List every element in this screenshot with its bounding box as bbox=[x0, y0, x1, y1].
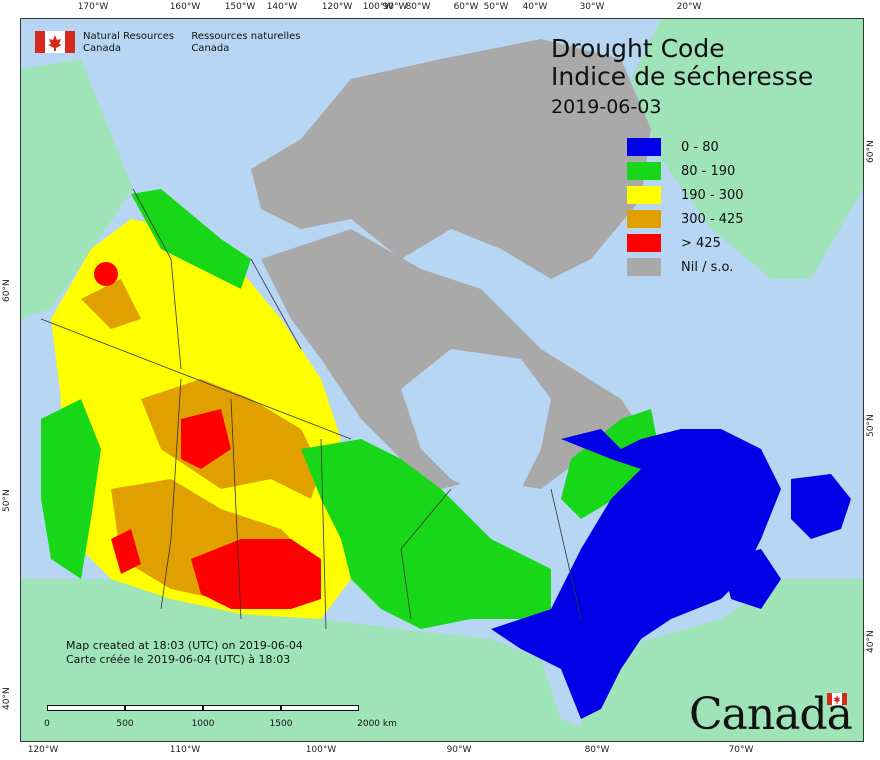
wordmark-flag-icon bbox=[827, 693, 847, 705]
canada-flag-icon bbox=[35, 31, 75, 53]
agency-en-line1: Natural Resources bbox=[83, 31, 175, 42]
alberta-red bbox=[181, 409, 231, 469]
lon-label: 100°W bbox=[305, 745, 337, 755]
legend-label: 190 - 300 bbox=[681, 187, 744, 203]
prairie-red bbox=[191, 539, 321, 609]
lon-label: 50°W bbox=[483, 2, 509, 12]
lon-label: 160°W bbox=[169, 2, 201, 12]
central-green bbox=[301, 439, 551, 629]
agency-header: Natural Resources Canada Ressources natu… bbox=[35, 31, 314, 55]
scale-segment bbox=[281, 705, 359, 711]
lon-label: 70°W bbox=[728, 745, 754, 755]
scale-segment bbox=[203, 705, 281, 711]
lat-label: 40°N bbox=[2, 687, 12, 710]
us-northeast-land bbox=[581, 579, 863, 741]
bc-orange bbox=[81, 279, 141, 329]
hudson-bay bbox=[401, 349, 551, 494]
legend-item: > 425 bbox=[627, 231, 744, 255]
lon-label: 90°W bbox=[382, 2, 408, 12]
agency-en-line2: Canada bbox=[83, 43, 122, 54]
lon-label: 40°W bbox=[522, 2, 548, 12]
province-borders bbox=[40, 188, 582, 630]
legend-item: 190 - 300 bbox=[627, 183, 744, 207]
bc-red bbox=[111, 529, 141, 574]
legend-swatch bbox=[627, 162, 661, 180]
lat-label: 40°N bbox=[866, 630, 876, 653]
scale-label: 500 bbox=[116, 719, 134, 729]
legend: 0 - 80 80 - 190 190 - 300 300 - 425 > 42… bbox=[627, 135, 744, 279]
lon-label: 100°W bbox=[362, 2, 394, 12]
legend-item: 300 - 425 bbox=[627, 207, 744, 231]
scale-label: 0 bbox=[44, 719, 50, 729]
lon-label: 20°W bbox=[676, 2, 702, 12]
map-date: 2019-06-03 bbox=[551, 96, 662, 118]
us-land bbox=[21, 579, 621, 741]
legend-label: 300 - 425 bbox=[681, 211, 744, 227]
lon-label: 90°W bbox=[446, 745, 472, 755]
lon-label: 30°W bbox=[579, 2, 605, 12]
legend-label: 80 - 190 bbox=[681, 163, 736, 179]
arctic-islands bbox=[251, 39, 651, 279]
east-blue bbox=[491, 429, 781, 719]
legend-item: Nil / s.o. bbox=[627, 255, 744, 279]
agency-name: Natural Resources Canada Ressources natu… bbox=[83, 31, 314, 55]
yukon-green bbox=[131, 189, 251, 289]
lon-label: 80°W bbox=[405, 2, 431, 12]
scale-segment bbox=[125, 705, 203, 711]
legend-item: 80 - 190 bbox=[627, 159, 744, 183]
quebec-green bbox=[561, 409, 661, 519]
lat-label: 60°N bbox=[2, 279, 12, 302]
legend-label: > 425 bbox=[681, 235, 721, 251]
newfoundland-blue bbox=[791, 474, 851, 539]
west-orange bbox=[141, 379, 321, 499]
greenland-land bbox=[631, 19, 863, 279]
alaska-land bbox=[21, 59, 133, 319]
credits-fr: Carte créée le 2019-06-04 (UTC) à 18:03 bbox=[66, 653, 291, 666]
lon-label: 120°W bbox=[321, 2, 353, 12]
scale-label: 1500 bbox=[269, 719, 293, 729]
legend-swatch bbox=[627, 258, 661, 276]
title-en: Drought Code bbox=[551, 34, 725, 63]
scale-segment bbox=[47, 705, 125, 711]
legend-label: 0 - 80 bbox=[681, 139, 719, 155]
lon-label: 60°W bbox=[453, 2, 479, 12]
lat-label: 60°N bbox=[866, 140, 876, 163]
title-fr: Indice de sécheresse bbox=[551, 62, 814, 91]
legend-swatch bbox=[627, 210, 661, 228]
lat-label: 50°N bbox=[866, 414, 876, 437]
lon-label: 110°W bbox=[169, 745, 201, 755]
yukon-red-spot bbox=[94, 262, 118, 286]
agency-fr-line2: Canada bbox=[191, 43, 230, 54]
legend-swatch bbox=[627, 138, 661, 156]
legend-swatch bbox=[627, 186, 661, 204]
drought-map: Natural Resources Canada Ressources natu… bbox=[20, 18, 864, 742]
lon-label: 170°W bbox=[77, 2, 109, 12]
canada-wordmark: Canada bbox=[689, 689, 853, 740]
scale-label: 2000 km bbox=[357, 719, 397, 729]
scale-label: 1000 bbox=[191, 719, 215, 729]
lon-label: 140°W bbox=[266, 2, 298, 12]
lon-label: 120°W bbox=[27, 745, 59, 755]
lon-label: 150°W bbox=[224, 2, 256, 12]
credits-en: Map created at 18:03 (UTC) on 2019-06-04 bbox=[66, 639, 303, 652]
legend-swatch bbox=[627, 234, 661, 252]
legend-item: 0 - 80 bbox=[627, 135, 744, 159]
lon-label: 80°W bbox=[584, 745, 610, 755]
map-title: Drought Code Indice de sécheresse 2019-0… bbox=[551, 35, 813, 121]
maritimes-blue bbox=[721, 549, 781, 609]
agency-fr-line1: Ressources naturelles bbox=[191, 31, 301, 42]
lat-label: 50°N bbox=[2, 489, 12, 512]
bc-coast-green bbox=[41, 399, 101, 579]
map-canvas bbox=[21, 19, 863, 741]
legend-label: Nil / s.o. bbox=[681, 259, 734, 275]
map-credits: Map created at 18:03 (UTC) on 2019-06-04… bbox=[66, 639, 303, 667]
